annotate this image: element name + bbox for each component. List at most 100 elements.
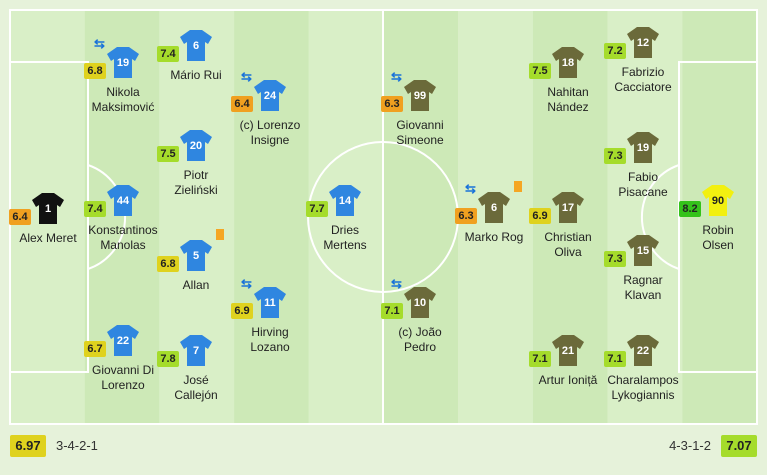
name-line: Artur Ioniță <box>538 373 598 387</box>
name-line: Piotr <box>183 168 209 182</box>
player-rating: 6.3 <box>455 208 477 224</box>
name-line: Konstantinos <box>88 223 158 237</box>
name-line: Charalampos <box>607 373 679 387</box>
name-line: Mário Rui <box>170 68 222 82</box>
name-line: José <box>183 373 209 387</box>
name-line: Allan <box>182 278 210 292</box>
name-line: Pedro <box>403 340 437 354</box>
away-team-rating: 7.07 <box>721 435 757 457</box>
player-rating: 6.8 <box>84 63 106 79</box>
shirt: 99 <box>404 80 436 111</box>
name-line: Hirving <box>251 325 289 339</box>
name-line: Zieliński <box>174 183 218 197</box>
name-line: Lorenzo <box>101 378 145 392</box>
player-name: Nahitan Nández <box>513 85 623 115</box>
shirt-number: 19 <box>117 57 129 69</box>
shirt: 20 <box>180 130 212 161</box>
player-rating: 7.1 <box>604 351 626 367</box>
shirt: 19 <box>107 47 139 78</box>
player-name: Piotr Zieliński <box>141 168 251 198</box>
shirt: 90 <box>702 185 734 216</box>
name-line: Ragnar <box>623 273 663 287</box>
name-line: Nahitan <box>547 85 589 99</box>
shirt: 5 <box>180 240 212 271</box>
name-line: Nández <box>547 100 589 114</box>
player-name: Artur Ioniță <box>513 373 623 388</box>
name-line: Lozano <box>250 340 290 354</box>
player-name: Marko Rog <box>439 230 549 245</box>
player-rating: 7.8 <box>157 351 179 367</box>
shirt: 10 <box>404 287 436 318</box>
substitution-icon: ⇆ <box>391 69 402 84</box>
shirt: 7 <box>180 335 212 366</box>
name-line: Giovanni Di <box>91 363 155 377</box>
name-line: Simeone <box>396 133 444 147</box>
name-line: Giovanni <box>396 118 444 132</box>
substitution-icon: ⇆ <box>465 181 476 196</box>
shirt-number: 22 <box>637 345 649 357</box>
shirt-number: 90 <box>712 195 724 207</box>
player-name: Ragnar Klavan <box>588 273 698 303</box>
name-line: Manolas <box>100 238 146 252</box>
name-line: (c) João <box>398 325 442 339</box>
player-rating: 7.5 <box>157 146 179 162</box>
shirt: 44 <box>107 185 139 216</box>
player-name: Robin Olsen <box>663 223 767 253</box>
shirt-number: 14 <box>339 195 352 207</box>
player-rating: 7.4 <box>84 201 106 217</box>
shirt-number: 99 <box>414 90 426 102</box>
player-name: Alex Meret <box>0 231 103 246</box>
player-rating: 6.7 <box>84 341 106 357</box>
name-line: Klavan <box>624 288 662 302</box>
player-rating: 6.9 <box>529 208 551 224</box>
player-name: Hirving Lozano <box>215 325 325 355</box>
shirt: 24 <box>254 80 286 111</box>
home-formation: 3-4-2-1 <box>56 438 98 453</box>
name-line: Mertens <box>323 238 367 252</box>
player-rating: 7.7 <box>306 201 328 217</box>
name-line: (c) Lorenzo <box>239 118 301 132</box>
name-line: Olsen <box>702 238 734 252</box>
player-rating: 7.2 <box>604 43 626 59</box>
player-name: (c) Lorenzo Insigne <box>215 118 325 148</box>
shirt: 17 <box>552 192 584 223</box>
shirt-number: 18 <box>562 57 574 69</box>
yellow-card <box>514 181 522 192</box>
shirt: 15 <box>627 235 659 266</box>
name-line: Marko Rog <box>464 230 524 244</box>
shirt-number: 5 <box>193 250 199 262</box>
shirt-number: 44 <box>117 195 130 207</box>
player-name: Dries Mertens <box>290 223 400 253</box>
player-rating: 6.9 <box>231 303 253 319</box>
name-line: Alex Meret <box>19 231 77 245</box>
player-name: (c) João Pedro <box>365 325 475 355</box>
name-line: Insigne <box>250 133 290 147</box>
player-rating: 6.8 <box>157 256 179 272</box>
shirt-number: 1 <box>45 203 51 215</box>
shirt-number: 10 <box>414 297 426 309</box>
shirt: 12 <box>627 27 659 58</box>
substitution-icon: ⇆ <box>391 276 402 291</box>
player-rating: 7.4 <box>157 46 179 62</box>
name-line: Dries <box>330 223 359 237</box>
substitution-icon: ⇆ <box>94 36 105 51</box>
player-name: Fabio Pisacane <box>588 170 698 200</box>
player-name: Giovanni Simeone <box>365 118 475 148</box>
name-line: Pisacane <box>618 185 668 199</box>
name-line: Christian <box>544 230 592 244</box>
substitution-icon: ⇆ <box>241 69 252 84</box>
shirt-number: 7 <box>193 345 199 357</box>
name-line: Oliva <box>554 245 582 259</box>
player-rating: 7.1 <box>381 303 403 319</box>
player-name: Nikola Maksimović <box>68 85 178 115</box>
shirt: 19 <box>627 132 659 163</box>
name-line: Fabio <box>627 170 659 184</box>
player-name: Konstantinos Manolas <box>68 223 178 253</box>
shirt-number: 12 <box>637 37 649 49</box>
shirt: 22 <box>107 325 139 356</box>
shirt: 14 <box>329 185 361 216</box>
name-line: Fabrizio <box>621 65 665 79</box>
name-line: Nikola <box>106 85 140 99</box>
away-formation: 4-3-1-2 <box>669 438 711 453</box>
